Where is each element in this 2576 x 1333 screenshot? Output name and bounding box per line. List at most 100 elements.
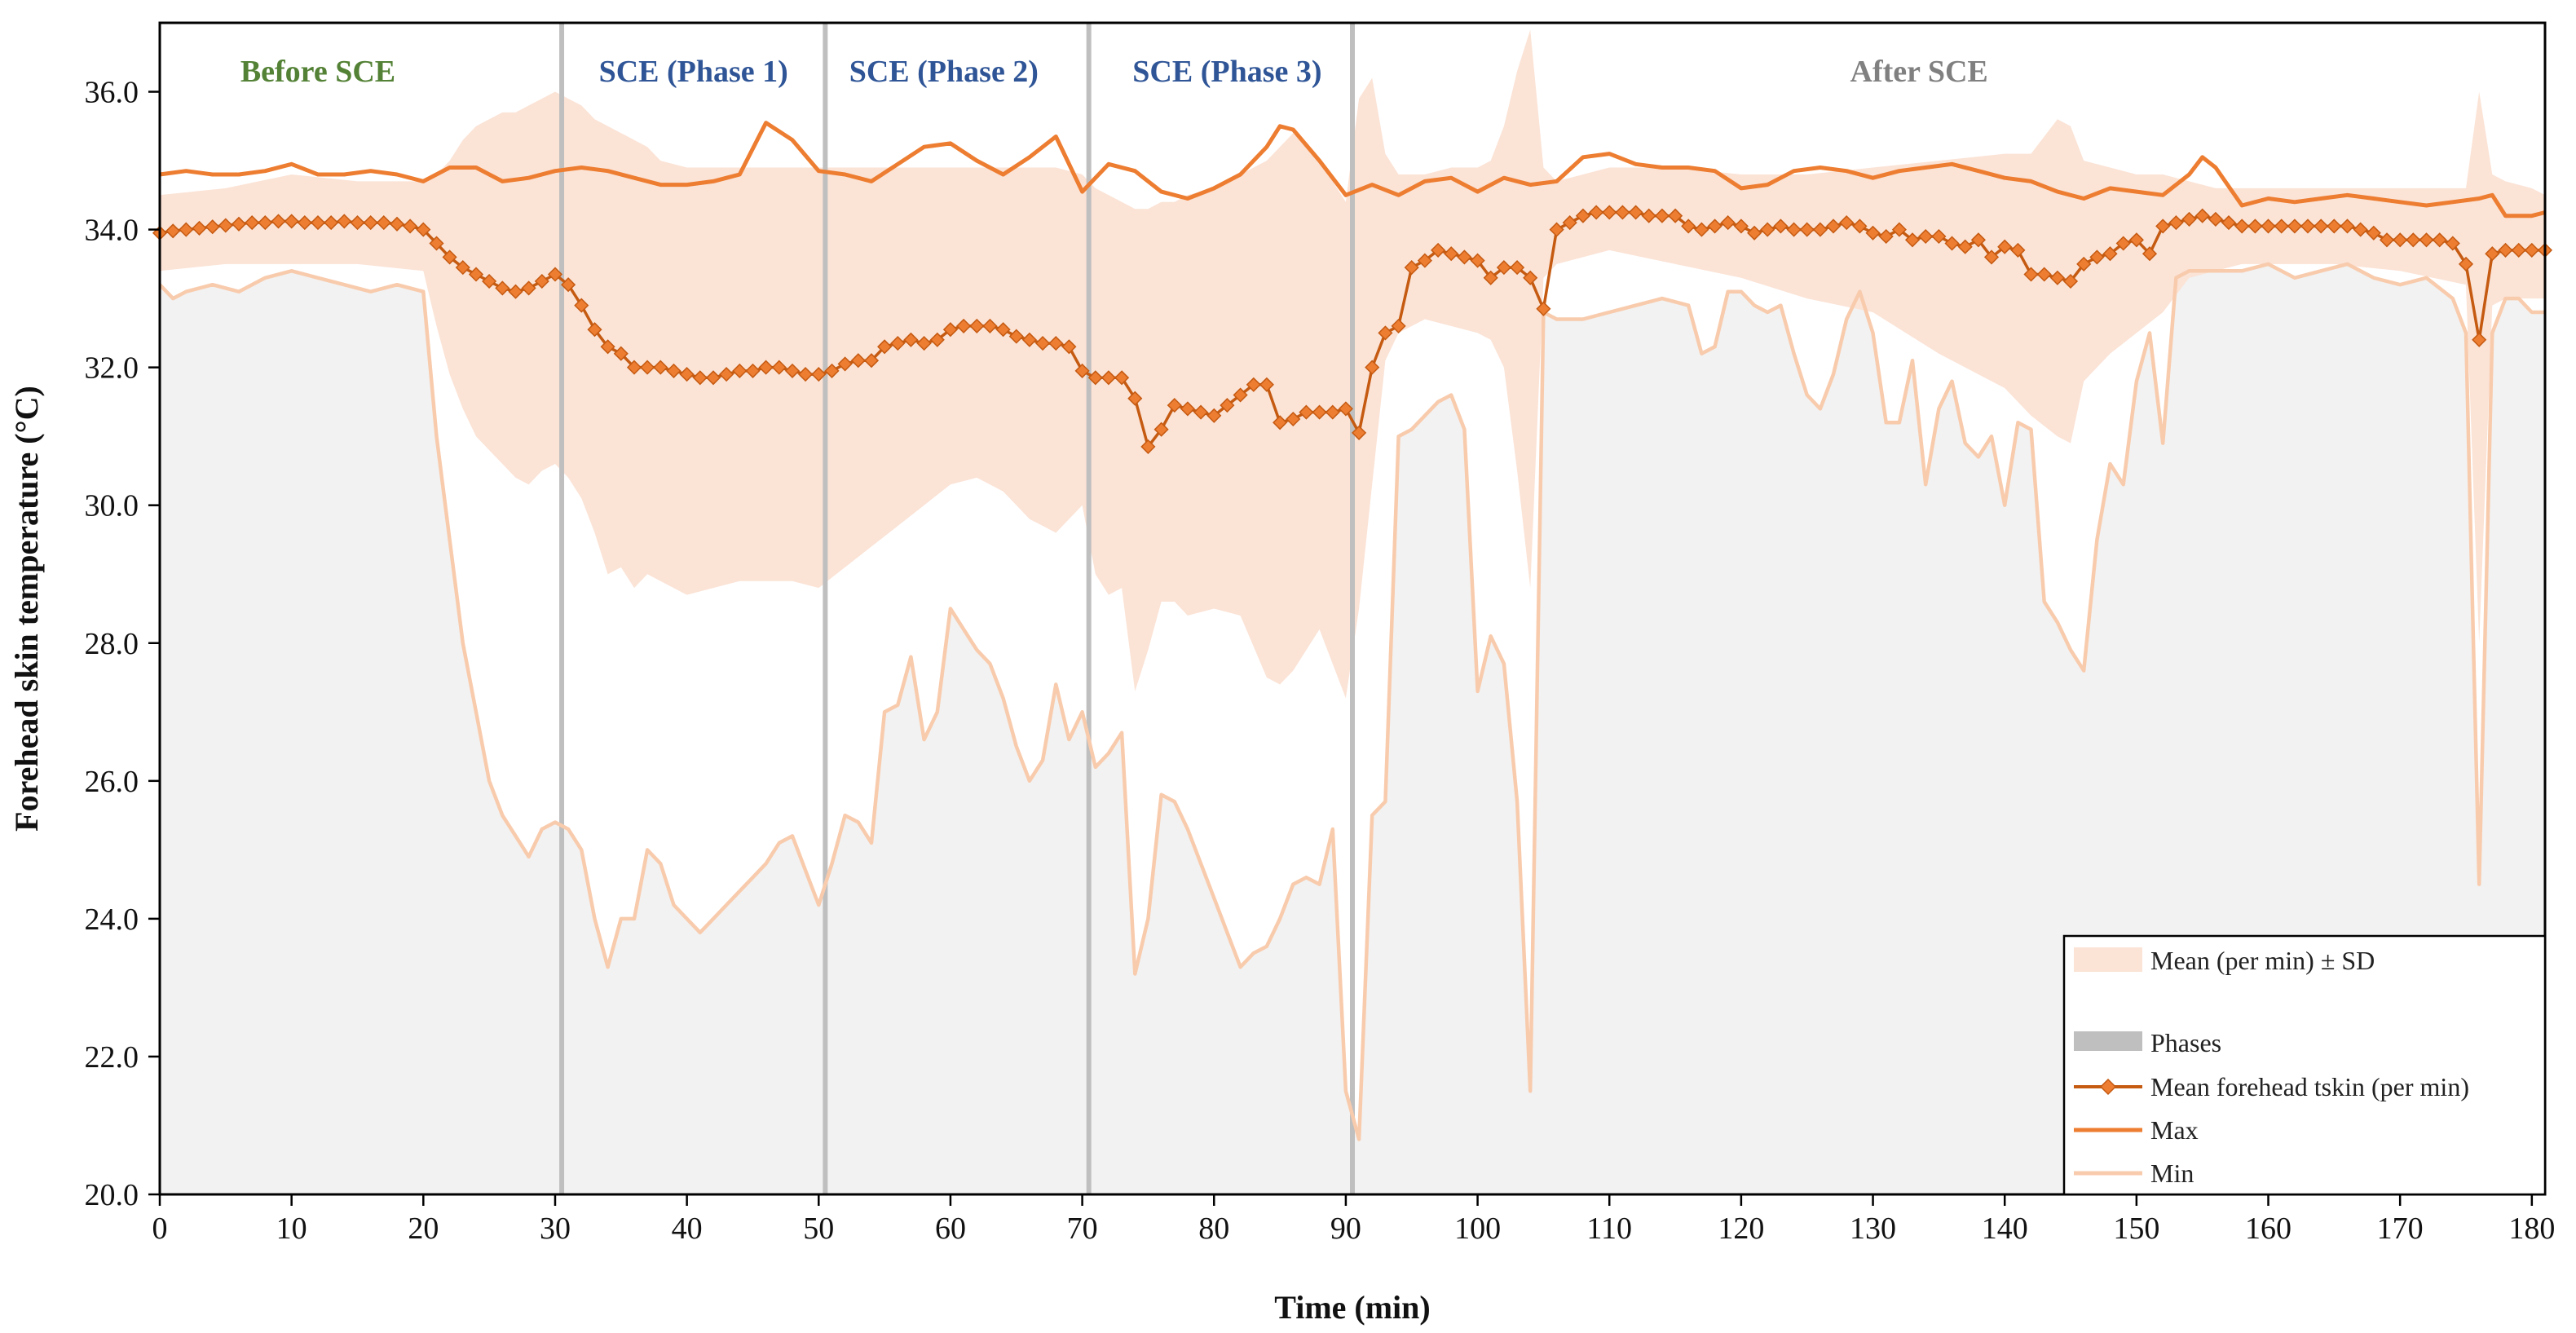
x-tick-label: 70 (1067, 1212, 1098, 1246)
mean-point (2102, 246, 2118, 262)
mean-point (1417, 253, 1432, 268)
mean-point (2247, 218, 2263, 234)
mean-point (495, 280, 510, 296)
x-tick-label: 60 (935, 1212, 966, 1246)
legend-entry-max: Max (2150, 1115, 2199, 1145)
mean-point (1628, 205, 1643, 220)
mean-point (1575, 208, 1590, 223)
mean-point (2300, 218, 2316, 234)
mean-point (2485, 246, 2500, 262)
mean-point (1852, 218, 1868, 234)
mean-point (1786, 222, 1802, 237)
mean-point (587, 322, 602, 338)
legend-mean-marker (2099, 1078, 2117, 1096)
phase-labels: Before SCE SCE (Phase 1) SCE (Phase 2) SCE … (240, 55, 1988, 89)
mean-point (719, 367, 734, 382)
mean-point (2274, 218, 2289, 234)
mean-point (350, 215, 365, 231)
x-tick-label: 120 (1718, 1212, 1764, 1246)
mean-point (1483, 270, 1498, 285)
mean-point (1035, 336, 1051, 351)
mean-point (679, 367, 695, 382)
phase-label: SCE (Phase 3) (1132, 55, 1321, 89)
phase-label: SCE (Phase 2) (849, 55, 1039, 89)
mean-point (205, 219, 220, 235)
mean-point (942, 322, 958, 338)
mean-point (1431, 242, 1446, 258)
x-tick-label: 160 (2245, 1212, 2291, 1246)
mean-point (732, 363, 748, 378)
mean-point (1983, 249, 2000, 265)
mean-point (2010, 242, 2026, 258)
mean-point (1470, 253, 1485, 268)
mean-point (1747, 225, 1762, 241)
mean-point (1061, 339, 1077, 355)
mean-point (2353, 222, 2368, 237)
mean-point (376, 215, 391, 231)
mean-point (1338, 401, 1353, 417)
mean-point (798, 367, 814, 382)
mean-point (2115, 236, 2131, 251)
mean-point (1562, 215, 1577, 231)
mean-point (2089, 249, 2105, 265)
mean-point (574, 298, 589, 313)
mean-point (653, 360, 668, 375)
phase-label: Before SCE (240, 55, 395, 89)
mean-point (508, 284, 523, 299)
mean-point (416, 222, 431, 237)
legend-entry-min: Min (2150, 1159, 2194, 1188)
mean-point (2049, 270, 2065, 285)
y-tick-label: 22.0 (85, 1040, 139, 1075)
mean-point (2234, 218, 2250, 234)
mean-point (2168, 215, 2184, 231)
mean-point (1904, 232, 1921, 248)
mean-point (2327, 218, 2342, 234)
mean-point (561, 277, 576, 293)
mean-point (218, 218, 233, 233)
x-tick-label: 40 (672, 1212, 703, 1246)
mean-point (1549, 222, 1564, 237)
mean-point (165, 223, 181, 239)
mean-point (969, 318, 985, 333)
mean-point (2062, 273, 2079, 289)
x-tick-label: 100 (1454, 1212, 1501, 1246)
x-tick-label: 170 (2377, 1212, 2424, 1246)
mean-point (2261, 218, 2276, 234)
x-tick-label: 90 (1330, 1212, 1361, 1246)
mean-point (1286, 411, 1301, 427)
mean-point (324, 215, 339, 231)
mean-point (1760, 222, 1775, 237)
mean-point (745, 363, 761, 378)
mean-point (284, 214, 299, 229)
mean-point (547, 267, 563, 282)
x-tick-label: 20 (408, 1212, 439, 1246)
mean-point (1114, 370, 1130, 386)
max-line (159, 121, 2546, 218)
y-tick-label: 28.0 (85, 627, 139, 661)
mean-point (2524, 242, 2539, 258)
mean-point (600, 339, 615, 355)
y-tick-label: 32.0 (85, 351, 139, 386)
plot-frame (158, 21, 2547, 1196)
mean-point (389, 216, 405, 232)
y-tick-label: 24.0 (85, 903, 139, 937)
mean-point (916, 336, 932, 351)
mean-point (2155, 218, 2171, 234)
mean-point (1641, 208, 1656, 223)
mean-point (442, 249, 457, 265)
mean-point (1510, 260, 1525, 276)
mean-point (1391, 318, 1406, 333)
mean-point (811, 367, 827, 382)
mean-point (2194, 208, 2210, 223)
mean-point (337, 214, 352, 229)
mean-point (1957, 239, 1973, 254)
mean-point (2036, 267, 2052, 282)
x-tick-label: 110 (1586, 1212, 1632, 1246)
mean-point (2406, 232, 2421, 248)
mean-point (1931, 228, 1947, 245)
mean-point (297, 215, 312, 231)
mean-point (758, 360, 774, 375)
mean-point (2393, 232, 2408, 248)
min-area (160, 263, 2545, 1194)
